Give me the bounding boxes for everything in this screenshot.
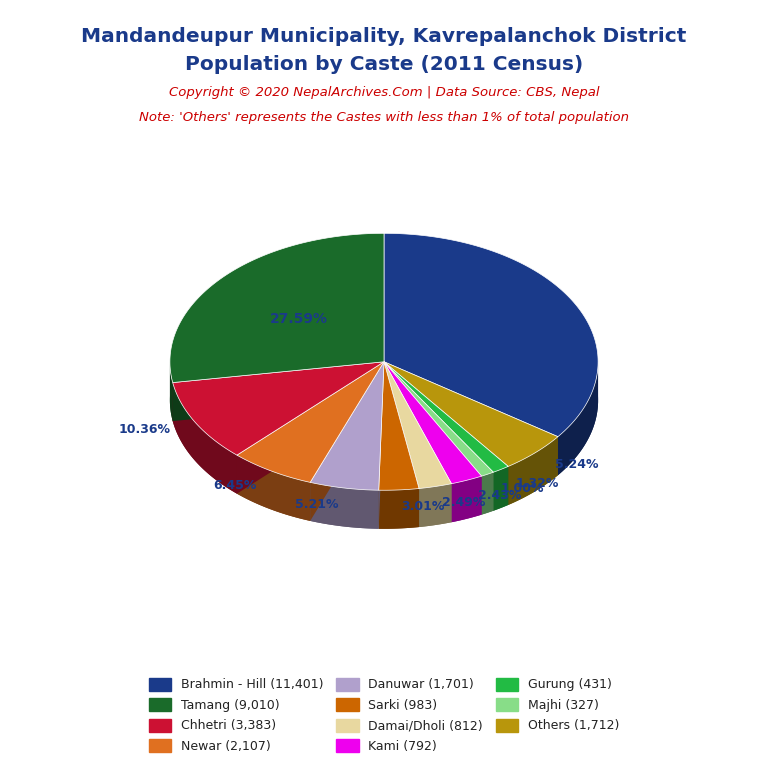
Polygon shape (384, 362, 419, 527)
Polygon shape (384, 362, 493, 476)
Text: Copyright © 2020 NepalArchives.Com | Data Source: CBS, Nepal: Copyright © 2020 NepalArchives.Com | Dat… (169, 86, 599, 99)
Polygon shape (379, 488, 419, 529)
Polygon shape (173, 362, 384, 421)
Polygon shape (384, 362, 482, 515)
Polygon shape (493, 466, 508, 511)
Polygon shape (384, 272, 598, 475)
Polygon shape (384, 362, 508, 505)
Polygon shape (173, 382, 237, 494)
Polygon shape (170, 362, 173, 421)
Polygon shape (173, 362, 384, 455)
Text: Mandandeupur Municipality, Kavrepalanchok District: Mandandeupur Municipality, Kavrepalancho… (81, 27, 687, 46)
Polygon shape (237, 400, 384, 521)
Polygon shape (173, 362, 384, 421)
Polygon shape (384, 362, 508, 472)
Polygon shape (237, 362, 384, 482)
Polygon shape (482, 472, 493, 515)
Polygon shape (384, 400, 558, 505)
Polygon shape (384, 362, 493, 511)
Polygon shape (170, 233, 384, 382)
Polygon shape (384, 233, 598, 437)
Text: Population by Caste (2011 Census): Population by Caste (2011 Census) (185, 55, 583, 74)
Polygon shape (379, 362, 419, 490)
Text: 5.24%: 5.24% (554, 458, 598, 471)
Legend: Brahmin - Hill (11,401), Tamang (9,010), Chhetri (3,383), Newar (2,107), Danuwar: Brahmin - Hill (11,401), Tamang (9,010),… (144, 673, 624, 758)
Text: 34.91%: 34.91% (454, 324, 512, 338)
Polygon shape (310, 400, 384, 528)
Text: 10.36%: 10.36% (118, 423, 170, 436)
Polygon shape (379, 362, 384, 528)
Polygon shape (170, 272, 384, 421)
Polygon shape (310, 362, 384, 521)
Polygon shape (379, 362, 384, 528)
Polygon shape (237, 455, 310, 521)
Polygon shape (310, 362, 384, 490)
Polygon shape (310, 482, 379, 528)
Polygon shape (384, 362, 452, 522)
Polygon shape (384, 400, 493, 515)
Text: 2.49%: 2.49% (442, 496, 485, 509)
Text: 1.32%: 1.32% (516, 477, 559, 490)
Polygon shape (384, 400, 452, 527)
Text: 27.59%: 27.59% (270, 312, 328, 326)
Polygon shape (384, 362, 493, 511)
Text: 5.21%: 5.21% (295, 498, 339, 511)
Polygon shape (384, 362, 482, 484)
Polygon shape (237, 362, 384, 494)
Polygon shape (384, 400, 508, 511)
Polygon shape (384, 362, 558, 466)
Polygon shape (558, 363, 598, 475)
Polygon shape (452, 476, 482, 522)
Text: 6.45%: 6.45% (214, 478, 257, 492)
Polygon shape (419, 484, 452, 527)
Text: 3.01%: 3.01% (401, 500, 444, 513)
Polygon shape (384, 362, 482, 515)
Polygon shape (310, 362, 384, 521)
Polygon shape (508, 437, 558, 505)
Polygon shape (384, 362, 452, 522)
Polygon shape (379, 400, 419, 529)
Text: 1.00%: 1.00% (501, 482, 545, 495)
Polygon shape (384, 362, 419, 527)
Text: 2.43%: 2.43% (478, 489, 521, 502)
Polygon shape (384, 400, 482, 522)
Polygon shape (384, 362, 558, 475)
Polygon shape (173, 400, 384, 494)
Polygon shape (384, 362, 452, 488)
Polygon shape (384, 362, 558, 475)
Polygon shape (384, 362, 508, 505)
Polygon shape (237, 362, 384, 494)
Text: Note: 'Others' represents the Castes with less than 1% of total population: Note: 'Others' represents the Castes wit… (139, 111, 629, 124)
